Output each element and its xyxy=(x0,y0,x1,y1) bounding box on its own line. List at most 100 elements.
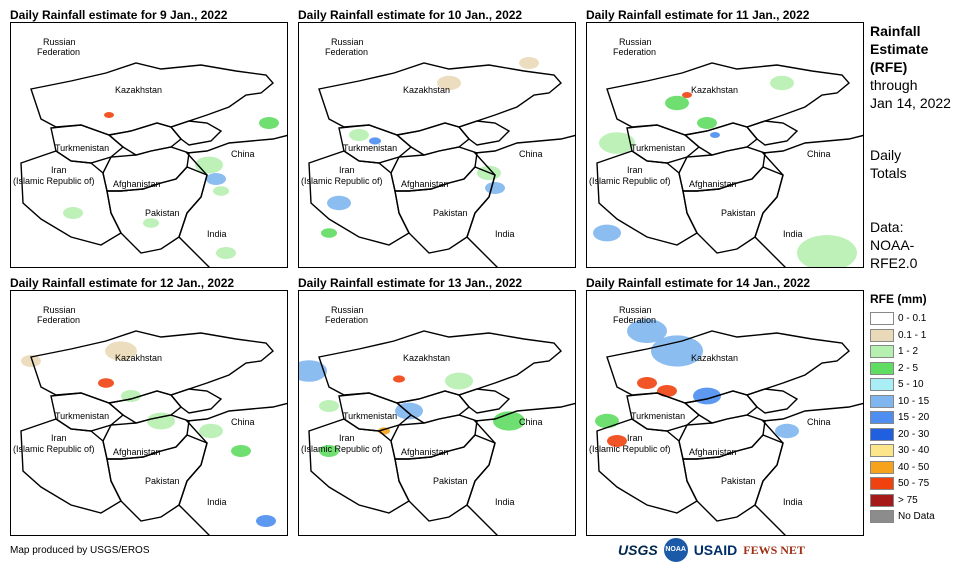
panel-title: Daily Rainfall estimate for 11 Jan., 202… xyxy=(586,8,810,22)
map-label: China xyxy=(231,417,255,427)
map-label: (Islamic Republic of) xyxy=(589,444,671,454)
rfe-title-line-1: Rainfall xyxy=(870,23,921,39)
legend-swatch xyxy=(870,361,894,375)
rainfall-area xyxy=(319,445,339,457)
rainfall-map: Russian Federation Kazakhstan Turkmenistan I… xyxy=(586,22,864,268)
map-label: Afghanistan xyxy=(113,447,161,457)
legend-swatch xyxy=(870,328,894,342)
panel-11-jan: Daily Rainfall estimate for 11 Jan., 202… xyxy=(586,8,864,268)
rainfall-area xyxy=(637,377,657,389)
map-label: Turkmenistan xyxy=(55,143,109,153)
map-label: Kazakhstan xyxy=(691,353,738,363)
map-label: Federation xyxy=(37,47,80,57)
country-border xyxy=(169,120,223,146)
legend-swatch xyxy=(870,477,894,490)
country-border xyxy=(107,390,182,424)
map-label: Russian xyxy=(619,37,652,47)
map-label: Pakistan xyxy=(433,476,468,486)
country-border xyxy=(107,122,182,156)
rainfall-area xyxy=(104,112,114,118)
rainfall-area xyxy=(121,390,141,402)
rainfall-area xyxy=(256,515,276,527)
rainfall-area xyxy=(519,57,539,69)
panel-14-jan: Daily Rainfall estimate for 14 Jan., 202… xyxy=(586,276,864,536)
rfe-title-line-3: (RFE) xyxy=(870,59,908,75)
map-label: Kazakhstan xyxy=(115,353,162,363)
rainfall-area xyxy=(259,117,279,129)
legend-item: No Data xyxy=(870,508,935,525)
rainfall-area xyxy=(349,129,369,141)
rainfall-area xyxy=(593,224,621,242)
panel-12-jan: Daily Rainfall estimate for 12 Jan., 202… xyxy=(10,276,288,536)
map-label: Federation xyxy=(613,47,656,57)
map-label: Russian xyxy=(43,37,76,47)
legend-label: 10 - 15 xyxy=(898,395,930,407)
legend-swatch xyxy=(870,378,894,391)
legend-item: 30 - 40 xyxy=(870,442,929,459)
map-label: Iran xyxy=(627,433,643,443)
rainfall-area xyxy=(775,423,799,439)
rainfall-area xyxy=(657,385,677,397)
rainfall-area xyxy=(143,218,159,228)
map-label: Federation xyxy=(37,315,80,325)
legend-item: 10 - 15 xyxy=(870,393,929,410)
map-label: (Islamic Republic of) xyxy=(13,176,95,186)
legend-item: 15 - 20 xyxy=(870,409,929,426)
map-label: China xyxy=(231,149,255,159)
legend-swatch xyxy=(870,444,894,457)
map-label: (Islamic Republic of) xyxy=(13,444,95,454)
map-label: Kazakhstan xyxy=(691,85,738,95)
map-label: Turkmenistan xyxy=(55,411,109,421)
map-label: China xyxy=(519,417,543,427)
map-label: Federation xyxy=(613,315,656,325)
map-label: China xyxy=(807,417,831,427)
map-label: Pakistan xyxy=(433,208,468,218)
rainfall-area xyxy=(710,132,720,138)
legend-label: 30 - 40 xyxy=(898,445,930,456)
noaa-logo: NOAA xyxy=(663,538,688,562)
legend-swatch xyxy=(870,411,894,424)
map-label: Russian xyxy=(331,37,364,47)
rainfall-area xyxy=(797,235,857,267)
country-border xyxy=(683,122,758,156)
map-label: India xyxy=(207,497,227,507)
rainfall-area xyxy=(216,247,236,259)
country-border xyxy=(466,134,575,267)
map-label: Afghanistan xyxy=(401,179,449,189)
map-label: Kazakhstan xyxy=(403,353,450,363)
country-border xyxy=(745,388,799,414)
legend-item: 50 - 75 xyxy=(870,475,929,492)
legend-swatch xyxy=(870,427,894,441)
rainfall-map: Russian Federation Kazakhstan Turkmenistan I… xyxy=(10,22,288,268)
map-label: Iran xyxy=(627,165,643,175)
legend-item: > 75 xyxy=(870,492,918,509)
rainfall-area xyxy=(369,137,381,145)
country-border xyxy=(596,418,698,514)
panel-title: Daily Rainfall estimate for 10 Jan., 202… xyxy=(298,8,523,22)
rainfall-area xyxy=(595,413,619,429)
country-border xyxy=(20,418,122,514)
map-label: Iran xyxy=(339,165,355,175)
country-border xyxy=(395,122,470,156)
rainfall-area xyxy=(206,173,226,185)
panel-title: Daily Rainfall estimate for 12 Jan., 202… xyxy=(10,276,235,290)
panel-10-jan: Daily Rainfall estimate for 10 Jan., 202… xyxy=(298,8,576,268)
rainfall-area xyxy=(231,445,251,457)
map-label: India xyxy=(783,229,803,239)
rainfall-area xyxy=(319,400,339,412)
map-label: Russian xyxy=(331,305,364,315)
map-label: Pakistan xyxy=(145,208,180,218)
country-border xyxy=(754,134,863,267)
panel-title: Daily Rainfall estimate for 14 Jan., 202… xyxy=(586,276,811,290)
data-source: Data: NOAA- RFE2.0 xyxy=(870,218,965,272)
map-label: Turkmenistan xyxy=(343,411,397,421)
country-border xyxy=(20,150,122,246)
rainfall-area xyxy=(21,355,41,367)
panel-13-jan: Daily Rainfall estimate for 13 Jan., 202… xyxy=(298,276,576,536)
legend-label: 5 - 10 xyxy=(898,379,924,390)
legend-item: 5 - 10 xyxy=(870,376,924,393)
legend-label: 40 - 50 xyxy=(898,461,930,473)
legend-label: No Data xyxy=(898,511,935,522)
